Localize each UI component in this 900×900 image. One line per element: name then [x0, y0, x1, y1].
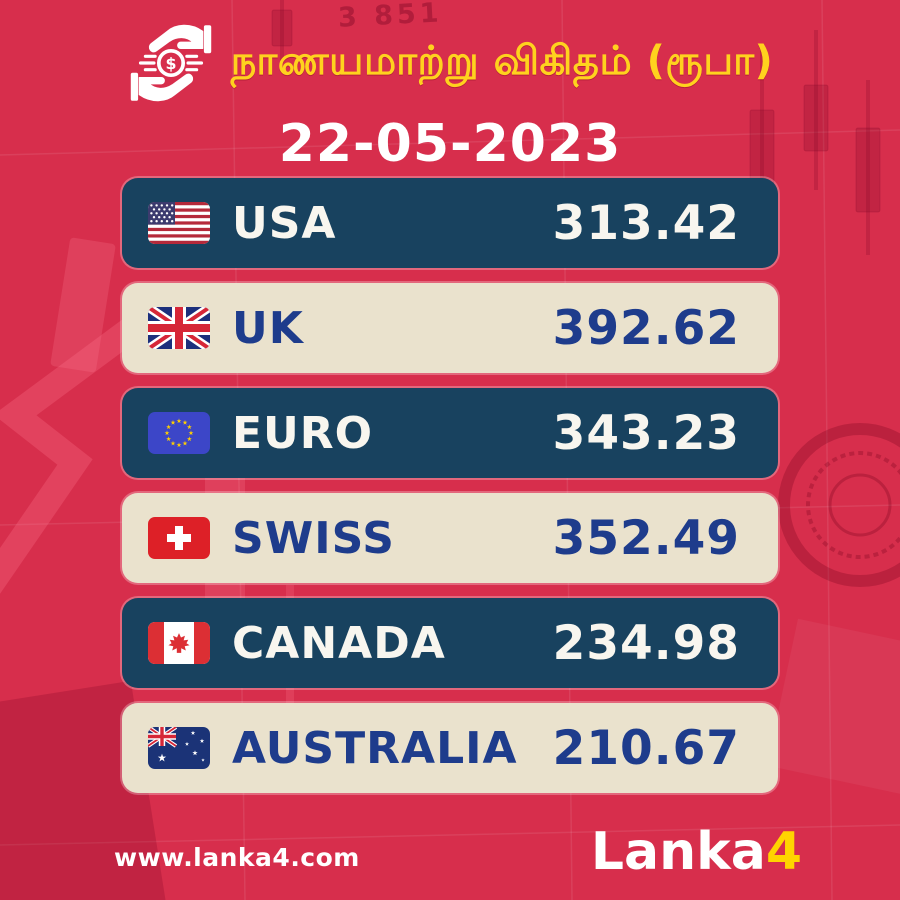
uk-flag-icon: [148, 307, 210, 349]
website-url: www.lanka4.com: [114, 843, 360, 872]
rate-row-euro: EURO 343.23: [122, 388, 778, 478]
australia-flag-icon: [148, 727, 210, 769]
money-exchange-hands-icon: $: [130, 24, 211, 102]
country-label-uk: UK: [232, 302, 304, 354]
rate-row-australia: AUSTRALIA 210.67: [122, 703, 778, 793]
date-heading: 22-05-2023: [278, 114, 622, 174]
rate-value-swiss: 352.49: [552, 510, 740, 566]
header: $ நாணயமாற்று விகிதம் (ரூபா) 22-05-2023: [0, 24, 900, 174]
rates-table: USA 313.42 UK 392.62: [122, 178, 778, 808]
brand-logo-accent: 4: [765, 822, 802, 882]
rate-value-usa: 313.42: [552, 195, 740, 251]
country-label-euro: EURO: [232, 407, 374, 459]
switzerland-flag-icon: [148, 517, 210, 559]
eu-flag-icon: [148, 412, 210, 454]
brand-logo: Lanka4: [591, 822, 802, 882]
rate-value-australia: 210.67: [552, 720, 740, 776]
rate-value-canada: 234.98: [552, 615, 740, 671]
footer: www.lanka4.com Lanka4: [0, 805, 900, 900]
rate-row-swiss: SWISS 352.49: [122, 493, 778, 583]
country-label-swiss: SWISS: [232, 512, 395, 564]
page-title: நாணயமாற்று விகிதம் (ரூபா): [230, 37, 774, 84]
rate-value-uk: 392.62: [552, 300, 740, 356]
usa-flag-icon: [148, 202, 210, 244]
rate-row-canada: CANADA 234.98: [122, 598, 778, 688]
canada-flag-icon: [148, 622, 210, 664]
rate-row-usa: USA 313.42: [122, 178, 778, 268]
country-label-canada: CANADA: [232, 617, 446, 669]
rate-row-uk: UK 392.62: [122, 283, 778, 373]
brand-logo-text: Lanka: [590, 822, 766, 882]
rate-value-euro: 343.23: [552, 405, 740, 461]
country-label-usa: USA: [232, 197, 337, 249]
country-label-australia: AUSTRALIA: [232, 722, 518, 774]
svg-text:$: $: [165, 54, 176, 73]
